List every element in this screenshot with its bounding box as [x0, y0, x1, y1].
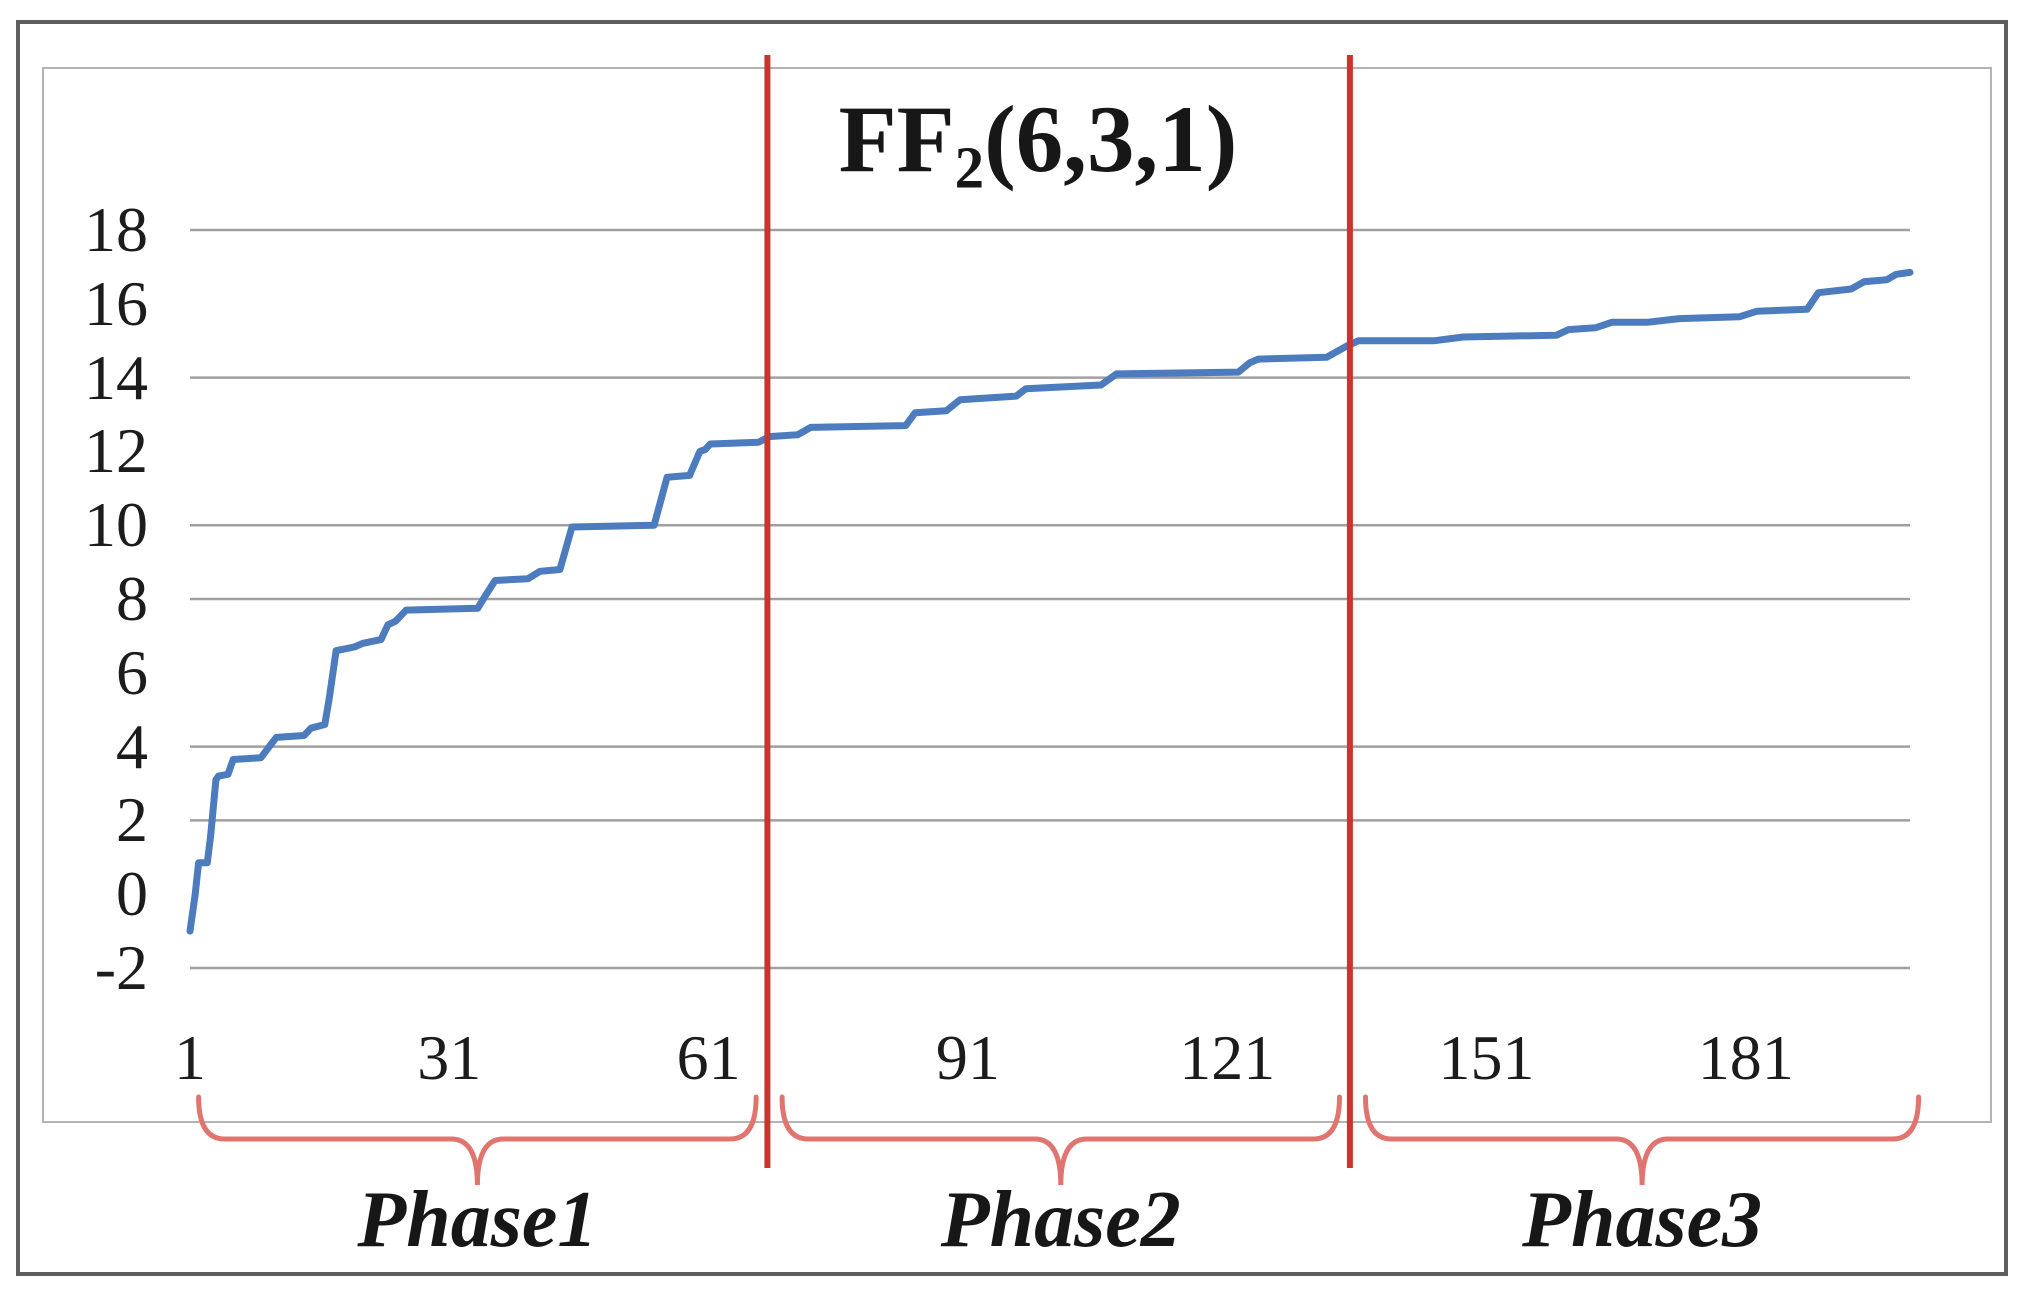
chart-title-suffix: (6,3,1) [984, 86, 1238, 192]
x-tick-label-91: 91 [935, 1022, 1000, 1093]
y-tick-label-16: 16 [84, 267, 148, 339]
series-line-cumulative-fitness [186, 268, 1914, 935]
y-tick-label-14: 14 [84, 341, 148, 413]
chart-title: FF2(6,3,1) [839, 92, 1238, 198]
y-tick-label-10: 10 [84, 489, 148, 561]
x-tick-label-151: 151 [1438, 1022, 1535, 1093]
phase-brace-2 [779, 1094, 1342, 1186]
x-tick-label-31: 31 [417, 1022, 482, 1093]
x-tick-label-1: 1 [174, 1022, 206, 1093]
phase-brace-3 [1363, 1094, 1922, 1186]
y-tick-label--2: -2 [94, 932, 148, 1003]
y-tick-label-2: 2 [116, 784, 148, 856]
chart-area-frame [42, 67, 1992, 1123]
x-tick-label-181: 181 [1697, 1022, 1794, 1093]
chart-title-subscript: 2 [954, 135, 985, 201]
y-tick-label-0: 0 [116, 858, 148, 930]
y-tick-label-6: 6 [116, 636, 148, 708]
figure-outer-border [16, 20, 2008, 1276]
phase-label-1: Phase1 [357, 1176, 598, 1264]
y-tick-label-8: 8 [116, 563, 148, 634]
chart-title-prefix: FF [838, 86, 955, 192]
x-tick-label-121: 121 [1179, 1022, 1276, 1093]
phase-label-3: Phase3 [1522, 1176, 1763, 1264]
x-tick-label-61: 61 [676, 1022, 741, 1093]
y-tick-label-18: 18 [84, 194, 148, 265]
y-tick-label-12: 12 [84, 415, 148, 487]
phase-brace-1 [196, 1094, 759, 1186]
phase-label-2: Phase2 [940, 1176, 1181, 1264]
y-tick-label-4: 4 [116, 710, 148, 782]
